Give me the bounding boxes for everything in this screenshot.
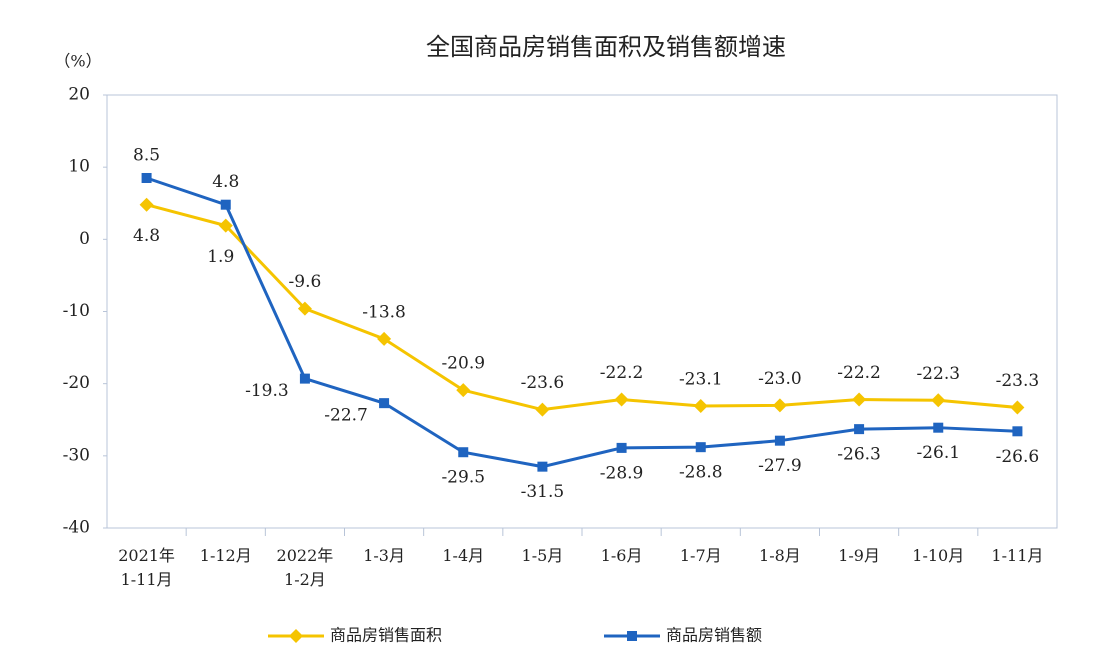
y-tick-label: -20 (63, 373, 90, 393)
x-tick-label: 1-9月 (838, 546, 880, 565)
y-tick-label: 20 (68, 85, 90, 105)
y-unit: （%） (54, 52, 101, 71)
data-label: -26.6 (996, 447, 1040, 467)
x-tick-label: 1-10月 (912, 546, 965, 565)
legend-label: 商品房销售额 (666, 626, 762, 645)
data-label: -28.8 (679, 463, 723, 483)
legend-label: 商品房销售面积 (330, 626, 442, 645)
y-tick-label: -10 (63, 301, 90, 321)
data-label: -31.5 (521, 482, 565, 502)
legend-marker (627, 631, 637, 641)
point (535, 402, 550, 417)
data-label: -19.3 (245, 381, 289, 401)
data-label: 8.5 (133, 145, 160, 165)
data-label: -22.7 (324, 406, 368, 426)
x-tick-label: 1-5月 (521, 546, 564, 565)
data-label: -27.9 (758, 456, 802, 476)
data-label: -22.3 (916, 364, 960, 384)
data-label: -20.9 (441, 354, 485, 374)
point (377, 331, 392, 346)
data-label: -9.6 (289, 272, 322, 292)
x-tick-label: 1-4月 (442, 546, 485, 565)
data-label: -22.2 (837, 363, 881, 383)
data-label: -23.3 (996, 371, 1040, 391)
point (297, 301, 312, 316)
point (695, 442, 706, 453)
y-tick-label: -40 (63, 518, 90, 538)
x-tick-label: 1-7月 (679, 546, 722, 565)
data-label: 1.9 (207, 247, 234, 267)
x-tick-label: 1-11月 (991, 546, 1044, 565)
point (693, 399, 708, 414)
point (1010, 400, 1025, 415)
point (139, 197, 154, 212)
data-label: -28.9 (600, 463, 644, 483)
data-label: -22.2 (600, 363, 644, 383)
data-label: -13.8 (362, 302, 406, 322)
x-tick-label: 1-6月 (600, 546, 643, 565)
y-tick-label: 10 (68, 157, 90, 177)
data-label: -23.0 (758, 369, 802, 389)
data-label: 4.8 (212, 172, 239, 192)
data-label: 4.8 (133, 226, 160, 246)
y-tick-label: 0 (79, 229, 90, 249)
point (854, 424, 865, 435)
x-tick-label: 1-3月 (363, 546, 405, 565)
point (616, 442, 627, 453)
point (1012, 426, 1023, 437)
x-tick-label: 1-12月 (199, 546, 252, 565)
data-label: -23.6 (521, 373, 565, 393)
point (852, 392, 867, 407)
legend-marker (289, 629, 303, 643)
point (220, 199, 231, 210)
data-label: -23.1 (679, 370, 723, 390)
point (614, 392, 629, 407)
point (299, 373, 310, 384)
point (218, 218, 233, 233)
point (458, 447, 469, 458)
plot-frame (106, 94, 1058, 529)
point (931, 393, 946, 408)
point (537, 461, 548, 472)
series-line (146, 203, 1018, 412)
point (933, 422, 944, 433)
point (774, 435, 785, 446)
x-tick-label: 2022年 1-2月 (276, 546, 334, 589)
data-label: -26.3 (837, 445, 881, 465)
x-tick-label: 1-8月 (759, 546, 801, 565)
data-label: -29.5 (441, 468, 485, 488)
point (141, 172, 152, 183)
chart-title: 全国商品房销售面积及销售额增速 (426, 33, 786, 61)
point (772, 398, 787, 413)
x-tick-label: 2021年 1-11月 (118, 546, 175, 589)
series-line (146, 176, 1018, 469)
point (456, 383, 471, 398)
point (379, 398, 390, 409)
y-tick-label: -30 (63, 445, 90, 465)
data-label: -26.1 (916, 443, 960, 463)
